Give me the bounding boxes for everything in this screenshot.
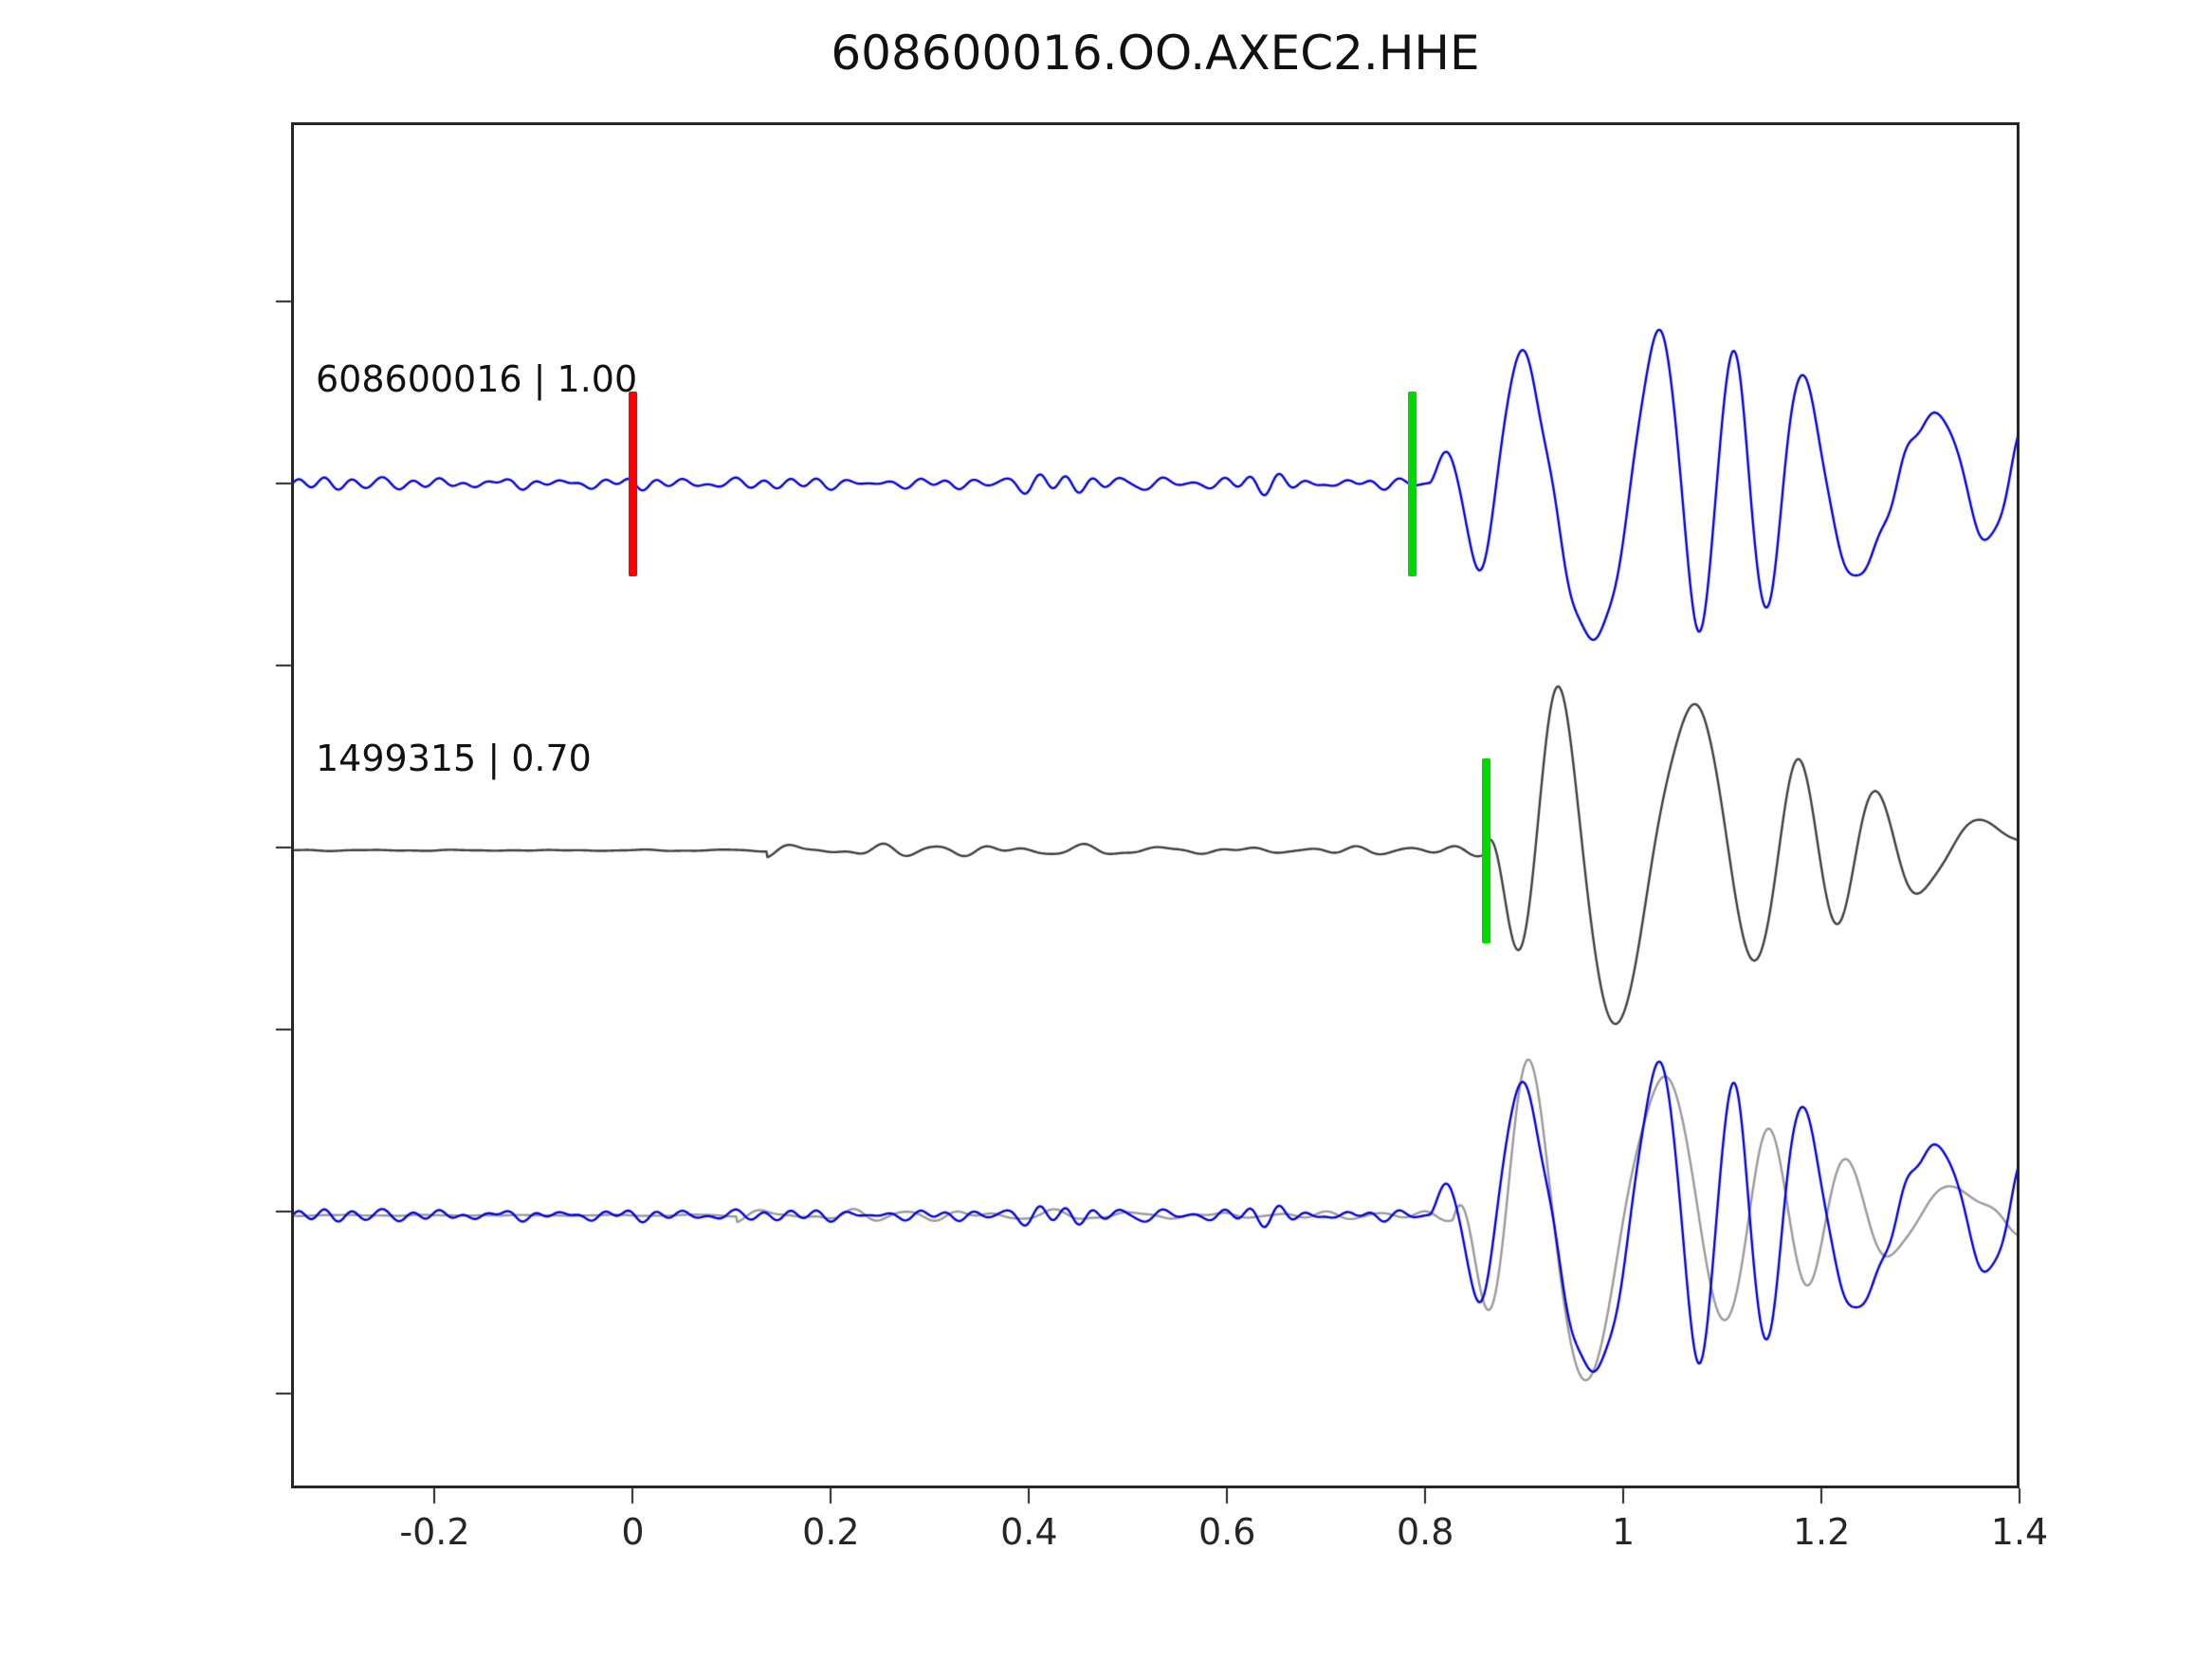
x-tick-label: 1 <box>1612 1511 1636 1553</box>
x-tick-label: 0.2 <box>802 1511 860 1553</box>
trace-label-detection: 1499315 | 0.70 <box>316 738 592 779</box>
x-tick-label: 0.8 <box>1396 1511 1454 1553</box>
x-tick-label: 0 <box>621 1511 645 1553</box>
x-tick-label: 0.4 <box>1000 1511 1058 1553</box>
plot-frame <box>291 122 2020 1488</box>
trace-label-template: 608600016 | 1.00 <box>316 358 638 400</box>
pick-marker-green-detection <box>1481 758 1490 943</box>
x-tick-label: 1.2 <box>1792 1511 1851 1553</box>
pick-marker-green-template <box>1407 392 1417 576</box>
x-tick-label: 1.4 <box>1990 1511 2049 1553</box>
x-tick-label: -0.2 <box>399 1511 470 1553</box>
x-tick-label: 0.6 <box>1198 1511 1256 1553</box>
template-pick-marker-red <box>629 392 638 576</box>
